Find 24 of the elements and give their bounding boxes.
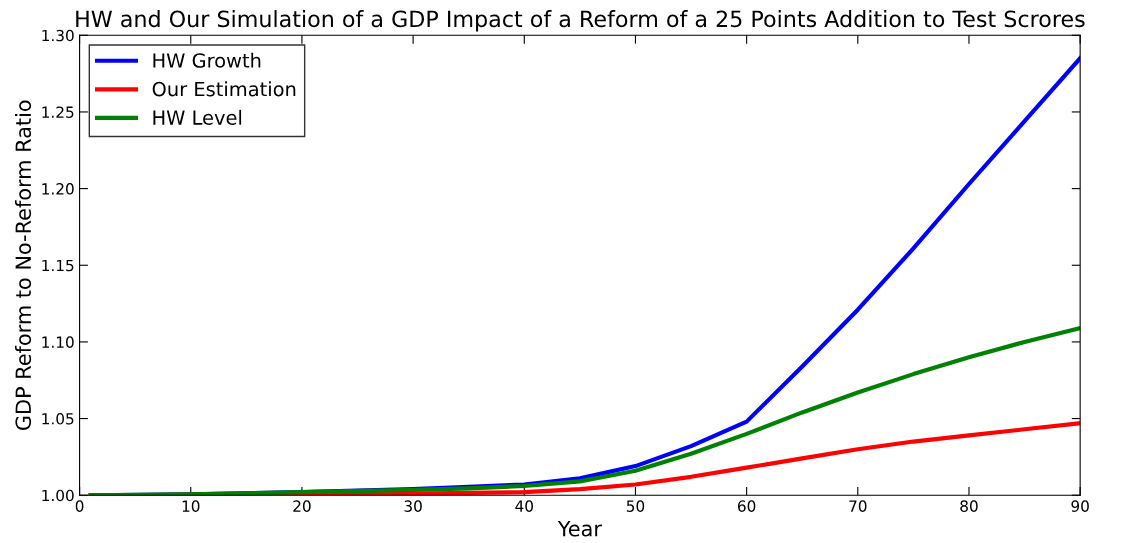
x-tick-label: 80 [960,500,978,512]
legend-label: HW Level [153,109,242,125]
y-tick-label: 1.25 [42,106,74,118]
legend-label: Our Estimation [152,81,296,97]
x-tick-label: 20 [293,500,311,512]
x-tick-label: 70 [849,500,867,512]
x-tick-label: 30 [404,500,422,512]
y-axis-title: GDP Reform to No-Reform Ratio [14,100,32,430]
chart-title: HW and Our Simulation of a GDP Impact of a Reform of a 25 Points Addition to Test Scrores [76,10,1085,32]
y-tick-label: 1.15 [42,259,74,272]
x-tick-label: 50 [626,500,645,512]
x-tick-label: 0 [75,500,84,512]
x-tick-label: 60 [737,500,756,512]
y-tick-label: 1.00 [42,489,74,502]
legend-label: HW Growth [153,52,261,68]
y-tick-label: 1.10 [42,336,74,348]
y-tick-label: 1.05 [42,413,74,425]
y-tick-label: 1.20 [42,183,74,195]
y-tick-label: 1.30 [42,29,74,42]
line-series [88,326,1081,496]
x-tick-label: 10 [182,500,200,512]
x-tick-label: 40 [515,500,533,512]
x-axis-title: Year [557,521,602,537]
x-tick-label: 90 [1071,500,1089,512]
